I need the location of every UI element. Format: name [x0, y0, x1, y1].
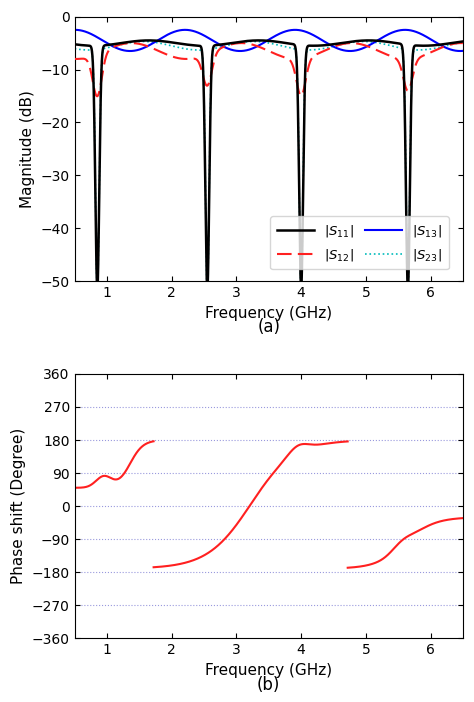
Text: (b): (b): [257, 675, 281, 694]
X-axis label: Frequency (GHz): Frequency (GHz): [205, 305, 332, 321]
Y-axis label: Magnitude (dB): Magnitude (dB): [20, 90, 35, 208]
X-axis label: Frequency (GHz): Frequency (GHz): [205, 663, 332, 678]
Legend: $|S_{11}|$, $|S_{12}|$, $|S_{13}|$, $|S_{23}|$: $|S_{11}|$, $|S_{12}|$, $|S_{13}|$, $|S_…: [270, 216, 448, 270]
Y-axis label: Phase shift (Degree): Phase shift (Degree): [11, 428, 26, 584]
Text: (a): (a): [257, 318, 280, 336]
